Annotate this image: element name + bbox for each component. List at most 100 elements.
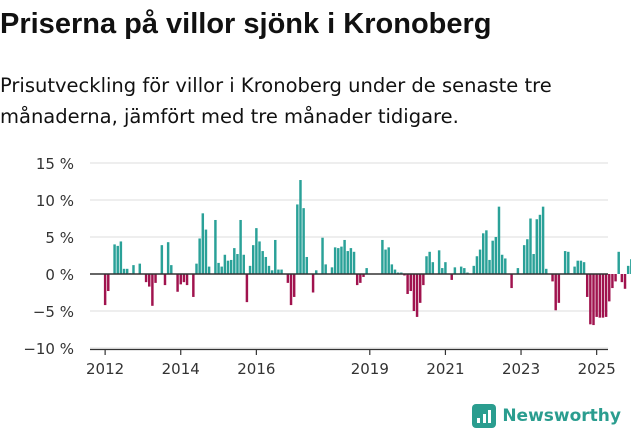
bar[interactable] <box>428 251 431 274</box>
bar[interactable] <box>154 274 157 283</box>
bar[interactable] <box>412 274 416 311</box>
bar[interactable] <box>236 254 239 274</box>
bar[interactable] <box>563 251 567 274</box>
bar[interactable] <box>362 274 365 277</box>
bar[interactable] <box>201 213 205 274</box>
bar[interactable] <box>116 245 119 274</box>
bar[interactable] <box>125 268 129 274</box>
bar[interactable] <box>463 268 466 274</box>
bar[interactable] <box>255 228 258 274</box>
bar[interactable] <box>406 274 409 294</box>
bar[interactable] <box>204 229 208 274</box>
bar[interactable] <box>365 268 368 274</box>
bar[interactable] <box>302 208 305 274</box>
bar[interactable] <box>286 274 290 283</box>
bar[interactable] <box>595 274 598 317</box>
bar[interactable] <box>270 270 274 274</box>
bar[interactable] <box>226 260 230 274</box>
bar[interactable] <box>229 259 233 274</box>
bar[interactable] <box>393 269 397 274</box>
bar[interactable] <box>207 266 211 274</box>
bar[interactable] <box>163 274 167 286</box>
bar[interactable] <box>557 274 561 303</box>
bar[interactable] <box>579 260 583 274</box>
bar[interactable] <box>132 265 135 274</box>
bar[interactable] <box>620 274 624 283</box>
bar[interactable] <box>611 274 614 289</box>
bar[interactable] <box>170 265 173 274</box>
bar[interactable] <box>431 262 435 274</box>
bar[interactable] <box>623 274 627 289</box>
bar[interactable] <box>258 241 261 274</box>
bar[interactable] <box>185 274 189 286</box>
bar[interactable] <box>352 251 356 274</box>
bar[interactable] <box>441 268 444 274</box>
bar[interactable] <box>182 274 186 283</box>
bar[interactable] <box>151 274 154 306</box>
bar[interactable] <box>567 251 570 274</box>
bar[interactable] <box>251 245 255 274</box>
bar[interactable] <box>475 256 479 274</box>
bar[interactable] <box>296 204 299 274</box>
bar[interactable] <box>217 262 220 274</box>
bar[interactable] <box>337 248 340 274</box>
bar[interactable] <box>343 239 346 274</box>
bar[interactable] <box>541 206 545 274</box>
bar[interactable] <box>330 267 334 274</box>
bar[interactable] <box>608 274 611 302</box>
bar[interactable] <box>478 249 482 274</box>
bar[interactable] <box>119 241 123 274</box>
bar[interactable] <box>614 274 617 282</box>
bar[interactable] <box>359 274 362 283</box>
bar[interactable] <box>491 240 494 274</box>
bar[interactable] <box>340 246 343 274</box>
bar[interactable] <box>529 218 532 275</box>
bar[interactable] <box>248 265 252 274</box>
bar[interactable] <box>573 266 576 274</box>
bar[interactable] <box>494 237 498 274</box>
bar[interactable] <box>321 237 324 274</box>
bar[interactable] <box>526 239 529 274</box>
bar[interactable] <box>381 239 384 274</box>
bar[interactable] <box>601 274 605 318</box>
bar[interactable] <box>346 251 349 274</box>
bar[interactable] <box>387 247 390 274</box>
bar[interactable] <box>384 249 387 274</box>
bar[interactable] <box>107 274 110 292</box>
bar[interactable] <box>551 274 554 282</box>
bar[interactable] <box>422 274 425 286</box>
bar[interactable] <box>472 265 475 274</box>
bar[interactable] <box>532 254 535 274</box>
bar[interactable] <box>176 274 179 292</box>
bar[interactable] <box>504 258 507 274</box>
bar[interactable] <box>497 206 501 274</box>
bar[interactable] <box>415 274 419 317</box>
bar[interactable] <box>409 274 412 292</box>
bar[interactable] <box>582 262 586 274</box>
bar[interactable] <box>535 219 539 274</box>
bar[interactable] <box>261 251 264 274</box>
bar[interactable] <box>166 242 170 274</box>
brand-logo[interactable]: Newsworthy <box>472 404 621 428</box>
bar[interactable] <box>482 233 485 274</box>
bar[interactable] <box>267 265 271 274</box>
bar[interactable] <box>292 274 296 297</box>
bar[interactable] <box>179 274 182 285</box>
bar[interactable] <box>324 264 327 274</box>
bar[interactable] <box>315 270 318 274</box>
bar[interactable] <box>264 256 268 274</box>
bar[interactable] <box>198 238 201 274</box>
bar[interactable] <box>538 214 542 274</box>
bar[interactable] <box>214 219 217 274</box>
bar[interactable] <box>103 274 107 306</box>
bar[interactable] <box>485 230 488 274</box>
bar[interactable] <box>617 251 620 274</box>
bar[interactable] <box>589 274 592 325</box>
bar[interactable] <box>585 274 589 297</box>
bar[interactable] <box>311 274 315 293</box>
bar[interactable] <box>299 180 302 274</box>
bar[interactable] <box>592 274 595 326</box>
bar[interactable] <box>418 274 422 303</box>
bar[interactable] <box>160 245 164 274</box>
bar[interactable] <box>522 245 526 274</box>
